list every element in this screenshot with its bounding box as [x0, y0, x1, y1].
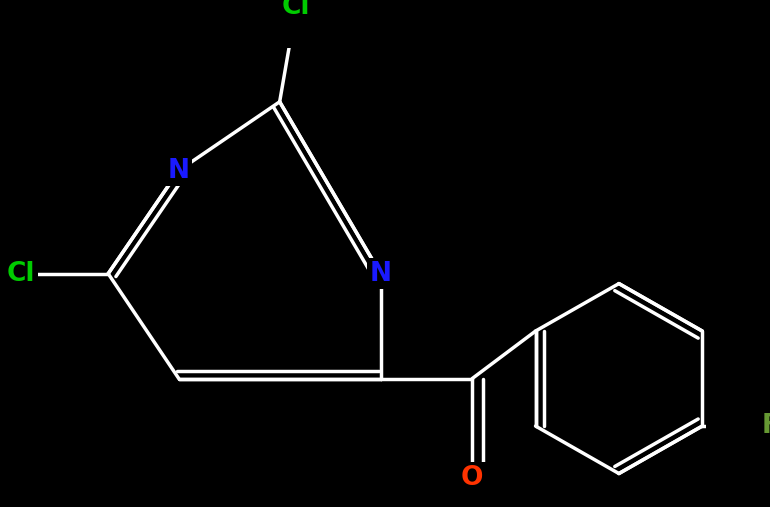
Text: Cl: Cl [282, 0, 310, 20]
Text: O: O [461, 465, 484, 491]
Text: F: F [762, 413, 770, 439]
Text: N: N [168, 158, 189, 184]
Text: N: N [370, 261, 391, 286]
Text: N: N [168, 158, 189, 184]
Text: F: F [762, 413, 770, 439]
Text: Cl: Cl [7, 261, 35, 286]
Text: Cl: Cl [7, 261, 35, 286]
Text: O: O [461, 465, 484, 491]
Text: N: N [370, 261, 391, 286]
Text: Cl: Cl [282, 0, 310, 20]
